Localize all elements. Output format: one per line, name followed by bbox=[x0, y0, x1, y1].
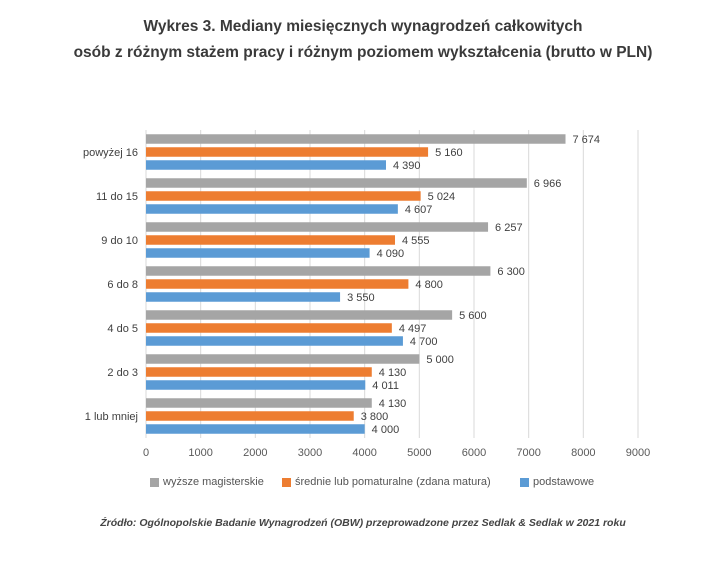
x-tick-label: 1000 bbox=[188, 447, 212, 459]
data-label: 4 607 bbox=[405, 204, 433, 216]
bar bbox=[146, 424, 365, 434]
category-label: 2 do 3 bbox=[107, 367, 138, 379]
x-tick-label: 2000 bbox=[243, 447, 267, 459]
chart-legend: wyższe magisterskie średnie lub pomatura… bbox=[0, 476, 726, 496]
data-label: 6 300 bbox=[497, 266, 525, 278]
x-tick-label: 9000 bbox=[626, 447, 650, 459]
category-label: 6 do 8 bbox=[107, 279, 138, 291]
bar bbox=[146, 411, 354, 421]
bar bbox=[146, 367, 372, 377]
data-label: 3 550 bbox=[347, 292, 375, 304]
bar bbox=[146, 222, 489, 232]
category-label: 1 lub mniej bbox=[85, 411, 138, 423]
bar bbox=[146, 354, 420, 364]
x-tick-label: 0 bbox=[143, 447, 149, 459]
bar-chart: 0 1000 2000 3000 4000 5000 6000 7000 8000 9000 pow… bbox=[83, 130, 650, 459]
x-tick-label: 3000 bbox=[298, 447, 322, 459]
data-label: 5 600 bbox=[459, 310, 487, 322]
legend-swatch-wyzsze bbox=[150, 477, 159, 487]
category-label: 11 do 15 bbox=[96, 191, 138, 203]
bar bbox=[146, 323, 392, 333]
legend-swatch-podstawowe bbox=[520, 477, 529, 487]
legend-item-srednie: średnie lub pomaturalne (zdana matura) bbox=[282, 476, 491, 488]
bar bbox=[146, 336, 403, 346]
x-tick-label: 5000 bbox=[407, 447, 431, 459]
data-label: 4 090 bbox=[377, 248, 405, 260]
x-tick-label: 7000 bbox=[516, 447, 540, 459]
data-label: 4 555 bbox=[402, 235, 430, 247]
data-label: 7 674 bbox=[573, 134, 601, 146]
bar bbox=[146, 134, 566, 144]
category-label: 4 do 5 bbox=[107, 323, 138, 335]
data-label: 6 966 bbox=[534, 178, 562, 190]
bar bbox=[146, 380, 366, 390]
data-label: 5 024 bbox=[428, 191, 456, 203]
legend-label-srednie: średnie lub pomaturalne (zdana matura) bbox=[295, 476, 491, 488]
source-note: Źródło: Ogólnopolskie Badanie Wynagrodze… bbox=[100, 517, 626, 529]
bar bbox=[146, 160, 386, 170]
bar bbox=[146, 279, 409, 289]
data-label: 4 130 bbox=[379, 398, 407, 410]
bar bbox=[146, 147, 429, 157]
legend-item-podstawowe: podstawowe bbox=[520, 476, 594, 488]
bar bbox=[146, 178, 527, 188]
category-label: 9 do 10 bbox=[101, 235, 138, 247]
bar bbox=[146, 398, 372, 408]
legend-swatch-srednie bbox=[282, 477, 291, 487]
legend-label-podstawowe: podstawowe bbox=[533, 476, 595, 488]
bar bbox=[146, 266, 491, 276]
x-tick-label: 6000 bbox=[462, 447, 486, 459]
legend-label-wyzsze: wyższe magisterskie bbox=[163, 476, 264, 488]
chart-title-line-2: osób z różnym stażem pracy i różnym pozi… bbox=[73, 44, 653, 61]
bar bbox=[146, 235, 396, 245]
bar bbox=[146, 248, 370, 258]
data-label: 4 130 bbox=[379, 367, 407, 379]
bar bbox=[146, 292, 341, 302]
legend-item-wyzsze: wyższe magisterskie bbox=[150, 476, 264, 488]
data-label: 6 257 bbox=[495, 222, 523, 234]
data-label: 4 700 bbox=[410, 336, 438, 348]
data-label: 5 000 bbox=[426, 354, 454, 366]
x-tick-label: 8000 bbox=[571, 447, 595, 459]
chart-title-line-1: Wykres 3. Mediany miesięcznych wynagrodz… bbox=[143, 18, 583, 35]
category-label: powyżej 16 bbox=[83, 147, 138, 159]
data-label: 4 800 bbox=[415, 279, 443, 291]
data-label: 4 390 bbox=[393, 160, 421, 172]
bar bbox=[146, 191, 421, 201]
bar bbox=[146, 310, 453, 320]
data-label: 5 160 bbox=[435, 147, 463, 159]
data-label: 4 011 bbox=[372, 380, 399, 392]
x-tick-label: 4000 bbox=[352, 447, 376, 459]
data-label: 3 800 bbox=[361, 411, 389, 423]
data-label: 4 000 bbox=[372, 424, 400, 436]
data-label: 4 497 bbox=[399, 323, 427, 335]
bar bbox=[146, 204, 398, 214]
